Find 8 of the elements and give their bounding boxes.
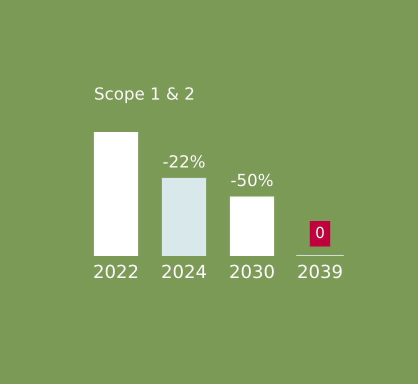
x-tick-label: 2024	[162, 264, 206, 278]
x-tick-label: 2030	[230, 264, 274, 278]
x-tick-label: 2022	[94, 264, 138, 278]
annotation: -22%	[163, 155, 205, 168]
annotation: -50%	[231, 174, 273, 186]
annotation: 0	[316, 226, 324, 238]
x-tick-label: 2039	[298, 264, 342, 278]
chart-title: Scope 1 & 2	[95, 87, 194, 104]
